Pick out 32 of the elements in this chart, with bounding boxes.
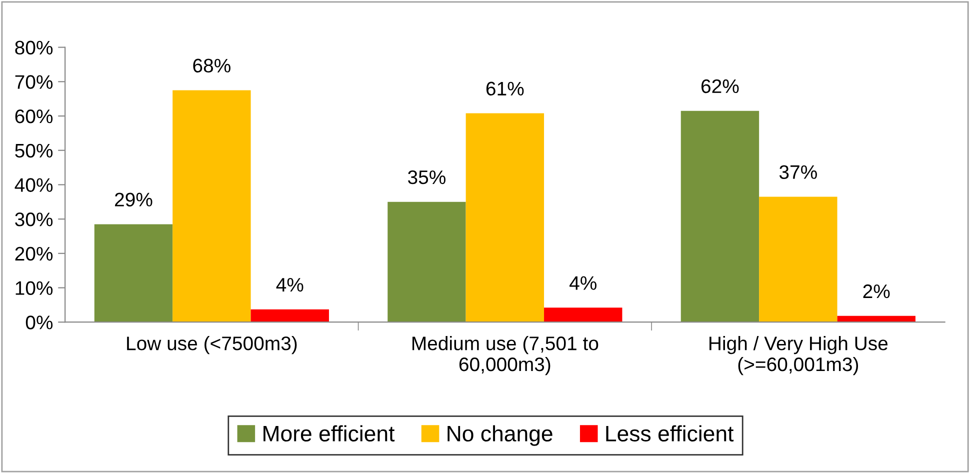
data-label: 35% — [408, 170, 446, 184]
data-label: 68% — [193, 58, 230, 73]
bar — [250, 309, 329, 322]
data-label: 29% — [115, 192, 152, 206]
y-tick-label: 50% — [15, 144, 53, 158]
data-label: 62% — [701, 79, 739, 94]
y-tick-label: 0% — [26, 316, 53, 330]
x-tick-label: High / Very High Use (>=60,001m3) — [710, 336, 888, 376]
data-label: 61% — [486, 82, 524, 96]
bar — [680, 110, 760, 322]
data-label: 37% — [779, 165, 817, 179]
legend-label: No change — [448, 425, 552, 446]
y-tick-label: 60% — [15, 109, 53, 124]
legend-label: More efficient — [264, 425, 395, 442]
y-tick-label: 40% — [14, 178, 53, 192]
bar — [94, 224, 173, 322]
y-tick-label: 20% — [15, 246, 53, 261]
y-tick-label: 80% — [15, 40, 53, 55]
legend-label: Less efficient — [606, 425, 734, 442]
x-tick-label: Medium use (7,501 to 60,000m3) — [412, 336, 598, 376]
y-tick-label: 30% — [15, 212, 53, 226]
data-label: 4% — [570, 276, 596, 290]
y-tick-label: 10% — [16, 281, 53, 295]
data-label: 2% — [863, 284, 890, 298]
bar — [544, 308, 622, 322]
bar — [466, 113, 544, 322]
bar — [388, 202, 466, 322]
data-label: 4% — [276, 278, 304, 292]
bar — [172, 90, 251, 322]
y-tick-label: 70% — [15, 75, 53, 89]
x-tick-label: Low use (<7500m3) — [127, 336, 297, 354]
bar — [759, 196, 838, 322]
